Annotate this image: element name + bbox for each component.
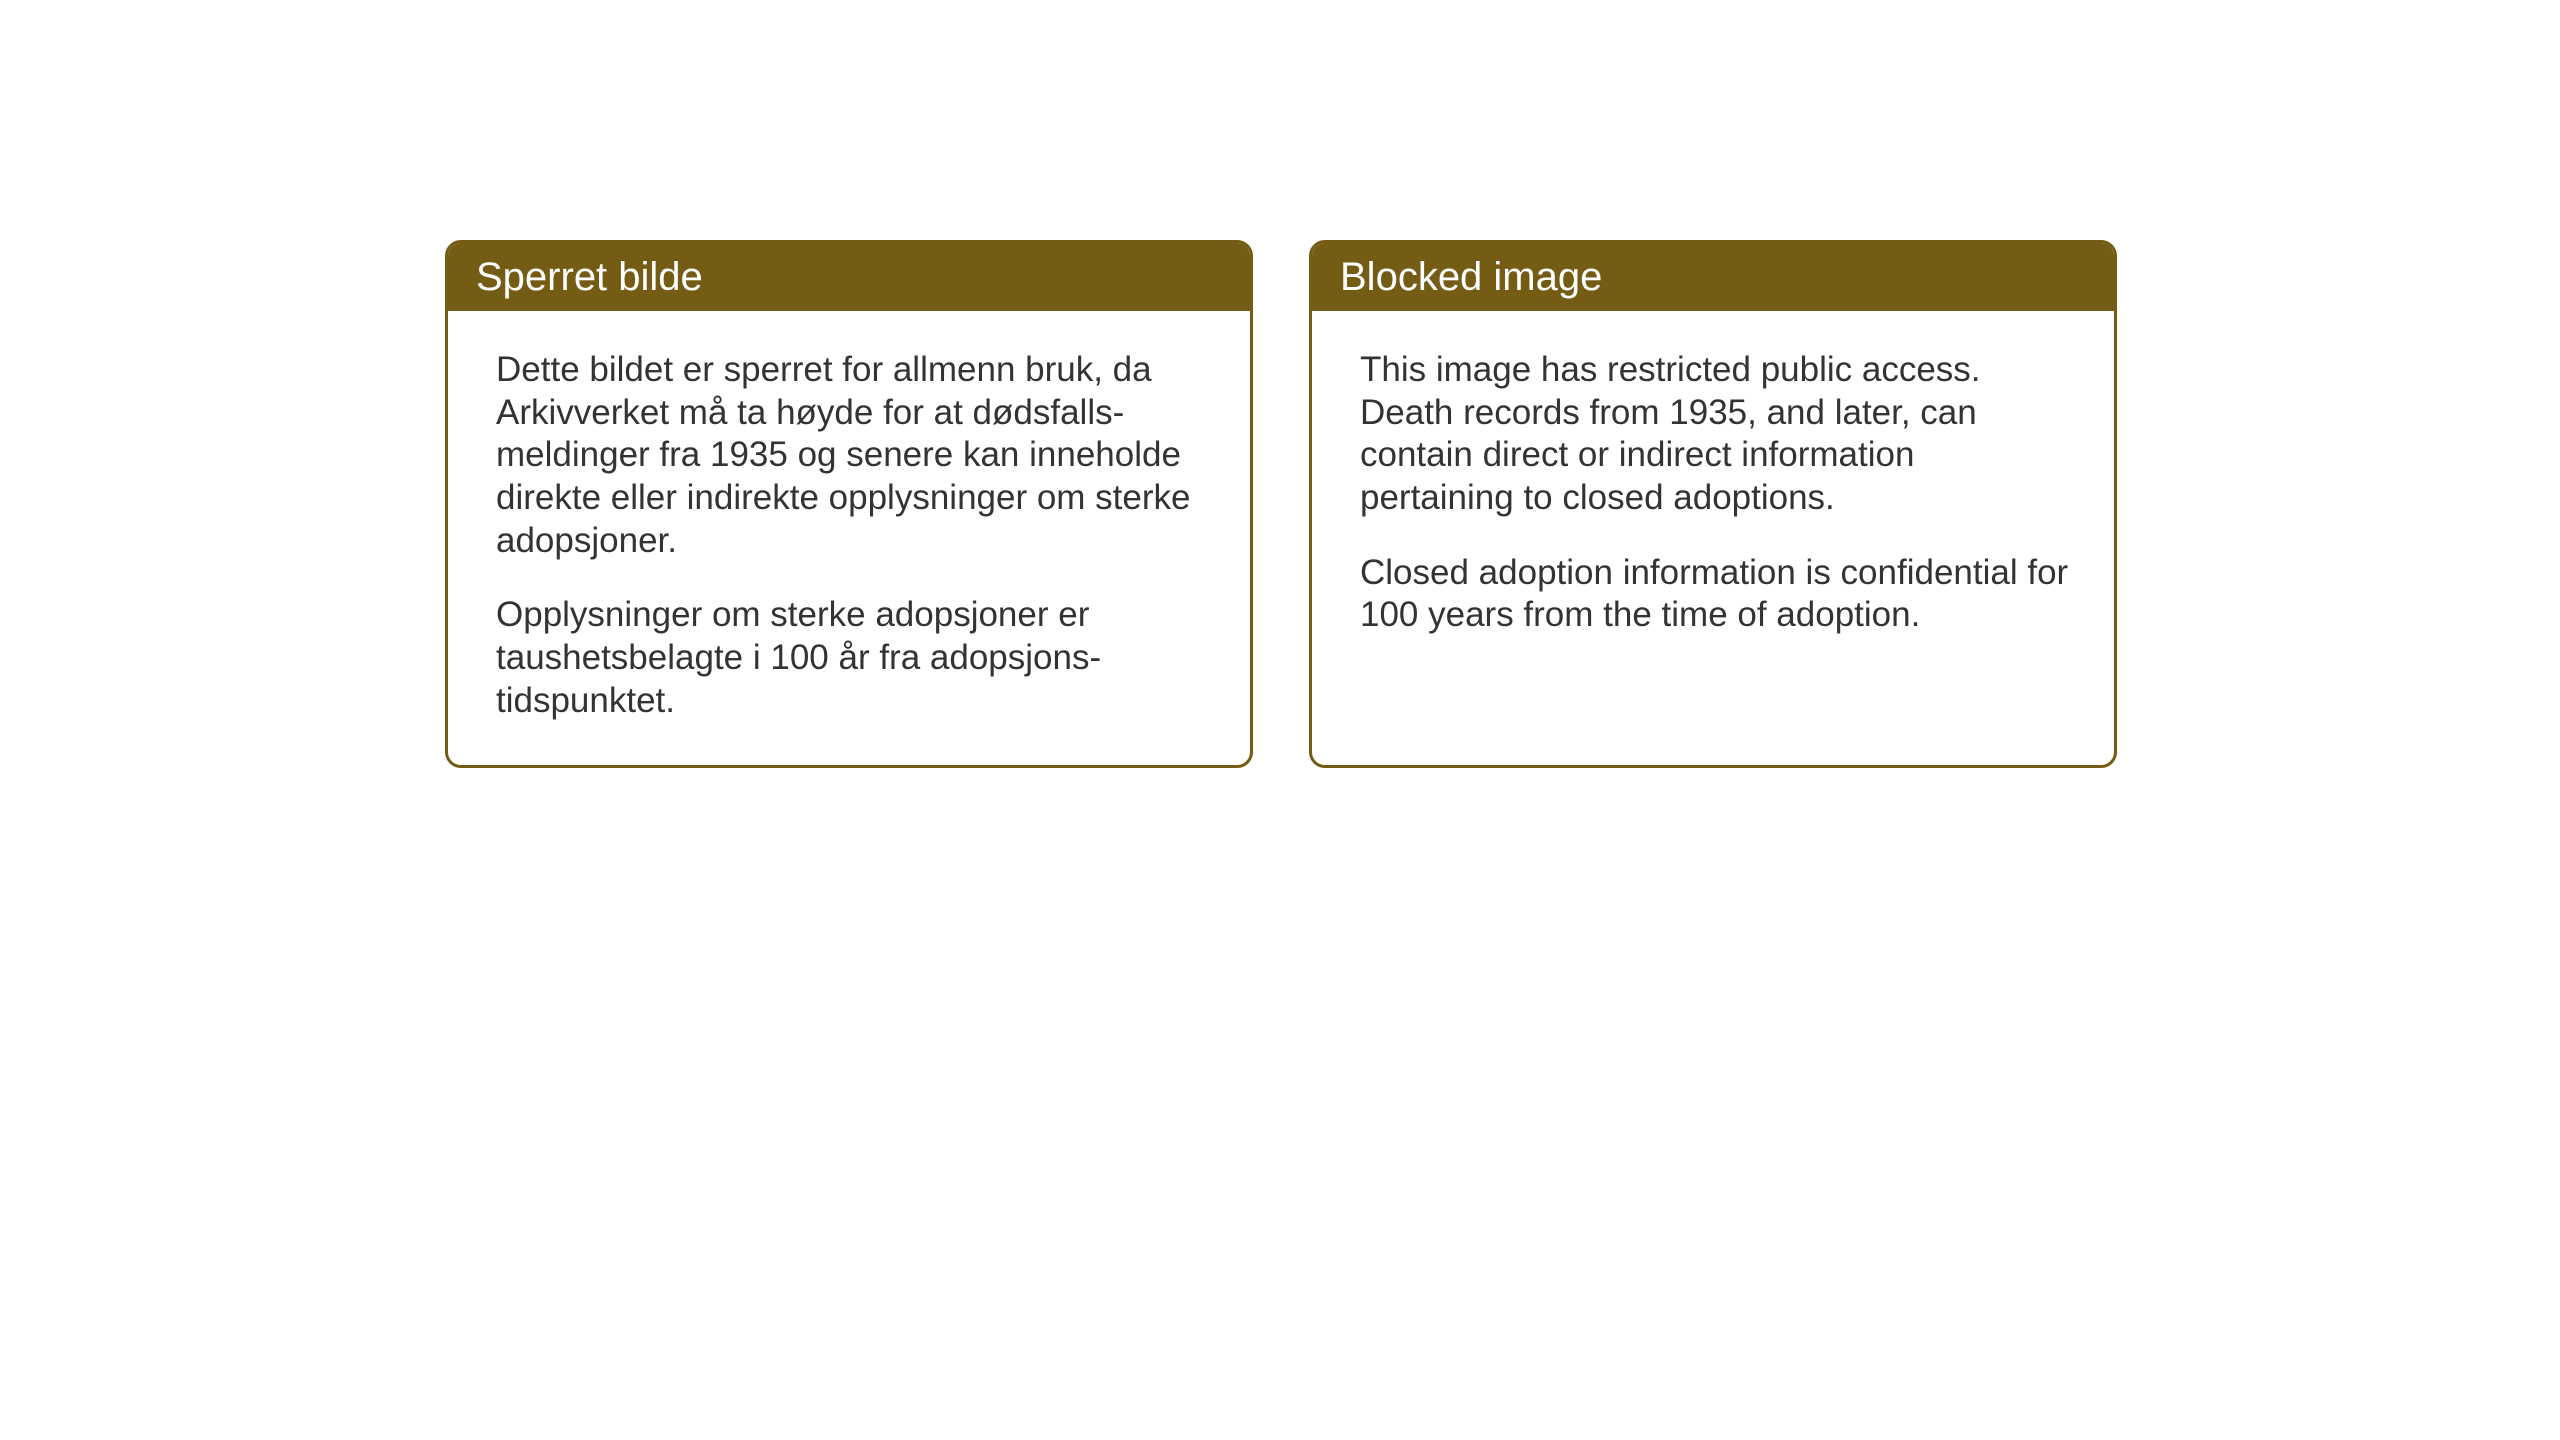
card-header-norwegian: Sperret bilde [448,243,1250,311]
notice-card-norwegian: Sperret bilde Dette bildet er sperret fo… [445,240,1253,768]
card-paragraph-2-norwegian: Opplysninger om sterke adopsjoner er tau… [496,594,1206,722]
notice-container: Sperret bilde Dette bildet er sperret fo… [445,240,2117,768]
notice-card-english: Blocked image This image has restricted … [1309,240,2117,768]
card-title-norwegian: Sperret bilde [476,255,703,299]
card-body-norwegian: Dette bildet er sperret for allmenn bruk… [448,311,1250,765]
card-paragraph-1-english: This image has restricted public access.… [1360,349,2070,520]
card-body-english: This image has restricted public access.… [1312,311,2114,679]
card-paragraph-1-norwegian: Dette bildet er sperret for allmenn bruk… [496,349,1206,562]
card-title-english: Blocked image [1340,255,1602,299]
card-header-english: Blocked image [1312,243,2114,311]
card-paragraph-2-english: Closed adoption information is confident… [1360,552,2070,637]
